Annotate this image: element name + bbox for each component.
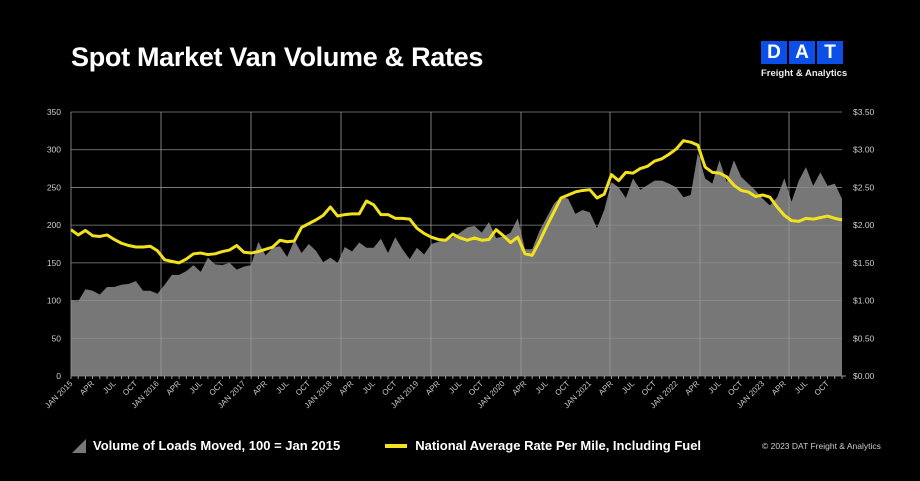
y-right-tick-label: $0.50 <box>853 333 875 343</box>
x-tick-label: JUL <box>620 379 637 396</box>
x-tick-label: JUL <box>274 379 291 396</box>
x-tick-label: JAN 2015 <box>43 379 75 411</box>
y-left-tick-label: 300 <box>47 145 61 155</box>
rate-line <box>70 139 843 265</box>
y-left-tick-label: 350 <box>47 107 61 117</box>
x-tick-label: JUL <box>793 379 810 396</box>
x-tick-label: OCT <box>207 379 225 397</box>
x-tick-label: APR <box>510 379 528 397</box>
x-tick-label: APR <box>165 379 183 397</box>
y-left-tick-label: 100 <box>47 296 61 306</box>
y-left-tick-label: 50 <box>52 333 62 343</box>
y-right-tick-label: $3.50 <box>853 107 875 117</box>
x-tick-label: OCT <box>640 379 658 397</box>
logo-subtitle: Freight & Analytics <box>761 68 848 79</box>
x-tick-label: JUL <box>101 379 118 396</box>
x-tick-label: OCT <box>294 379 312 397</box>
y-right-tick-label: $2.50 <box>853 182 875 192</box>
copyright: © 2023 DAT Freight & Analytics <box>762 441 881 451</box>
y-right-tick-label: $0.00 <box>853 371 875 381</box>
y-right-tick-label: $2.00 <box>853 220 875 230</box>
legend-volume-label: Volume of Loads Moved, 100 = Jan 2015 <box>93 438 341 453</box>
x-tick-label: OCT <box>121 379 139 397</box>
legend-volume: Volume of Loads Moved, 100 = Jan 2015 <box>72 438 340 453</box>
legend-rate-label: National Average Rate Per Mile, Includin… <box>415 438 702 453</box>
logo-letter: T <box>817 41 843 64</box>
x-tick-label: JUL <box>447 379 464 396</box>
y-left-tick-label: 0 <box>56 371 61 381</box>
y-right-tick-label: $1.00 <box>853 296 875 306</box>
x-tick-label: JUL <box>706 379 723 396</box>
chart-title: Spot Market Van Volume & Rates <box>71 42 484 72</box>
x-tick-label: JUL <box>534 379 551 396</box>
x-tick-label: APR <box>770 379 788 397</box>
x-tick-label: APR <box>424 379 442 397</box>
x-tick-label: OCT <box>726 379 744 397</box>
x-tick-label: OCT <box>467 379 485 397</box>
x-tick-label: OCT <box>380 379 398 397</box>
x-tick-label: APR <box>78 379 96 397</box>
x-tick-label: APR <box>683 379 701 397</box>
x-tick-label: APR <box>597 379 615 397</box>
y-left-tick-label: 200 <box>47 220 61 230</box>
x-tick-label: OCT <box>813 379 831 397</box>
x-tick-label: OCT <box>553 379 571 397</box>
x-tick-label: JUL <box>188 379 205 396</box>
y-right-tick-label: $1.50 <box>853 258 875 268</box>
x-tick-label: APR <box>251 379 269 397</box>
legend: Volume of Loads Moved, 100 = Jan 2015 Na… <box>72 438 746 453</box>
dat-logo: D A T Freight & Analytics <box>761 41 847 79</box>
logo-letter: A <box>789 41 815 64</box>
y-left-tick-label: 150 <box>47 258 61 268</box>
x-tick-label: APR <box>337 379 355 397</box>
x-tick-label: JUL <box>361 379 378 396</box>
logo-letter: D <box>761 41 787 64</box>
area-swatch-icon <box>72 438 86 453</box>
y-left-tick-label: 250 <box>47 182 61 192</box>
line-swatch-icon <box>385 443 408 448</box>
y-right-tick-label: $3.00 <box>853 145 875 155</box>
legend-rate: National Average Rate Per Mile, Includin… <box>385 438 701 453</box>
volume-area <box>71 152 842 376</box>
